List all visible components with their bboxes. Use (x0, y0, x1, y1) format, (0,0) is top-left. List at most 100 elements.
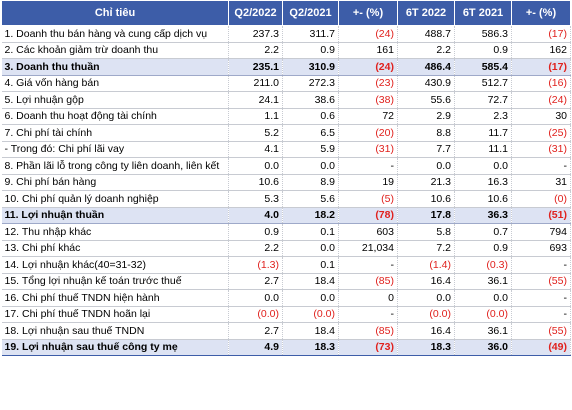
cell-6t-2022: 0.0 (397, 157, 455, 175)
cell-6t-change: (31) (511, 141, 571, 158)
cell-q2-2021: 310.9 (282, 58, 339, 76)
cell-q-change: (5) (338, 190, 398, 208)
cell-6t-2021: 36.1 (454, 322, 512, 340)
cell-q2-2022: 0.9 (228, 223, 283, 241)
table-row: 3. Doanh thu thuần 235.1 310.9 (24) 486.4 585… (1, 58, 571, 76)
cell-6t-2021: 10.6 (454, 190, 512, 208)
cell-6t-2022: 21.3 (397, 174, 455, 191)
cell-6t-2021: 11.1 (454, 141, 512, 158)
cell-6t-2022: 8.8 (397, 124, 455, 142)
cell-q2-2022: 5.3 (228, 190, 283, 208)
row-label: 4. Giá vốn hàng bán (1, 75, 229, 92)
cell-q2-2021: 0.1 (282, 256, 339, 274)
table-row: 13. Chi phí khác 2.2 0.0 21,034 7.2 0.9 693 (1, 240, 571, 257)
table-row: 17. Chi phí thuế TNDN hoãn lại (0.0) (0.0)… (1, 306, 571, 323)
cell-6t-change: (25) (511, 124, 571, 142)
row-label: 15. Tổng lợi nhuận kế toán trước thuế (1, 273, 229, 290)
cell-q2-2021: 18.4 (282, 273, 339, 290)
table-row: 2. Các khoản giảm trừ doanh thu 2.2 0.9 161… (1, 42, 571, 59)
cell-6t-2022: 16.4 (397, 273, 455, 290)
cell-6t-2021: 512.7 (454, 75, 512, 92)
cell-q-change: (38) (338, 91, 398, 109)
table-body: 1. Doanh thu bán hàng và cung cấp dịch v… (1, 25, 571, 356)
cell-q-change: (20) (338, 124, 398, 142)
table-row: 8. Phần lãi lỗ trong công ty liên doanh,… (1, 157, 571, 175)
cell-q2-2021: (0.0) (282, 306, 339, 323)
cell-q2-2021: 0.0 (282, 289, 339, 307)
table-row: 7. Chi phí tài chính 5.2 6.5 (20) 8.8 11.7 (25… (1, 124, 571, 142)
header-q-change: +- (%) (338, 0, 398, 26)
cell-6t-change: 31 (511, 174, 571, 191)
cell-6t-2022: 18.3 (397, 339, 455, 356)
row-label: 2. Các khoản giảm trừ doanh thu (1, 42, 229, 59)
cell-q2-2022: 2.2 (228, 240, 283, 257)
table-row: - Trong đó: Chi phí lãi vay 4.1 5.9 (31) 7.7… (1, 141, 571, 158)
row-label: 1. Doanh thu bán hàng và cung cấp dịch v… (1, 25, 229, 43)
header-6t-change: +- (%) (511, 0, 571, 26)
cell-6t-2021: 36.3 (454, 207, 512, 224)
cell-q-change: - (338, 306, 398, 323)
table-row: 16. Chi phí thuế TNDN hiện hành 0.0 0.0 0 0.… (1, 289, 571, 307)
cell-q-change: 19 (338, 174, 398, 191)
cell-6t-2022: 55.6 (397, 91, 455, 109)
cell-6t-change: (55) (511, 273, 571, 290)
cell-6t-2022: 17.8 (397, 207, 455, 224)
cell-q-change: (24) (338, 25, 398, 43)
cell-6t-2022: 0.0 (397, 289, 455, 307)
row-label: 17. Chi phí thuế TNDN hoãn lại (1, 306, 229, 323)
cell-6t-2022: (0.0) (397, 306, 455, 323)
cell-6t-2022: 430.9 (397, 75, 455, 92)
cell-q2-2022: (1.3) (228, 256, 283, 274)
table-row: 6. Doanh thu hoạt động tài chính 1.1 0.6 72… (1, 108, 571, 125)
cell-6t-2021: 0.9 (454, 42, 512, 59)
cell-q2-2022: 24.1 (228, 91, 283, 109)
cell-q2-2021: 5.9 (282, 141, 339, 158)
table-row: 9. Chi phí bán hàng 10.6 8.9 19 21.3 16.3 31 (1, 174, 571, 191)
row-label: 9. Chi phí bán hàng (1, 174, 229, 191)
cell-6t-2022: 486.4 (397, 58, 455, 76)
header-q2-2021: Q2/2021 (282, 0, 339, 26)
cell-q-change: (85) (338, 322, 398, 340)
header-6t-2022: 6T 2022 (397, 0, 455, 26)
cell-6t-change: 794 (511, 223, 571, 241)
cell-q-change: (85) (338, 273, 398, 290)
table-row: 1. Doanh thu bán hàng và cung cấp dịch v… (1, 25, 571, 43)
table-row: 18. Lợi nhuận sau thuế TNDN 2.7 18.4 (85) 16… (1, 322, 571, 340)
table-row: 10. Chi phí quản lý doanh nghiệp 5.3 5.6 (5… (1, 190, 571, 208)
cell-q-change: 72 (338, 108, 398, 125)
cell-6t-change: - (511, 157, 571, 175)
cell-q2-2021: 18.4 (282, 322, 339, 340)
cell-6t-2022: 10.6 (397, 190, 455, 208)
cell-q2-2021: 38.6 (282, 91, 339, 109)
cell-q2-2021: 272.3 (282, 75, 339, 92)
table-row: 4. Giá vốn hàng bán 211.0 272.3 (23) 430.9 51… (1, 75, 571, 92)
row-label: 14. Lợi nhuận khác(40=31-32) (1, 256, 229, 274)
cell-6t-2021: 0.9 (454, 240, 512, 257)
cell-q2-2022: 0.0 (228, 289, 283, 307)
cell-q-change: - (338, 157, 398, 175)
cell-q-change: (24) (338, 58, 398, 76)
table-row: 15. Tổng lợi nhuận kế toán trước thuế 2.7… (1, 273, 571, 290)
table-row: 12. Thu nhập khác 0.9 0.1 603 5.8 0.7 794 (1, 223, 571, 241)
row-label: - Trong đó: Chi phí lãi vay (1, 141, 229, 158)
cell-6t-2021: (0.0) (454, 306, 512, 323)
cell-q-change: - (338, 256, 398, 274)
cell-6t-change: 693 (511, 240, 571, 257)
header-q2-2022: Q2/2022 (228, 0, 283, 26)
row-label: 12. Thu nhập khác (1, 223, 229, 241)
cell-q2-2022: 4.0 (228, 207, 283, 224)
row-label: 19. Lợi nhuận sau thuế công ty mẹ (1, 339, 229, 356)
cell-6t-2022: 488.7 (397, 25, 455, 43)
cell-q2-2022: 2.7 (228, 273, 283, 290)
cell-q2-2022: 237.3 (228, 25, 283, 43)
cell-q2-2021: 0.9 (282, 42, 339, 59)
row-label: 11. Lợi nhuận thuần (1, 207, 229, 224)
row-label: 7. Chi phí tài chính (1, 124, 229, 142)
cell-6t-2022: 7.7 (397, 141, 455, 158)
cell-6t-change: - (511, 306, 571, 323)
cell-6t-change: (51) (511, 207, 571, 224)
cell-q2-2022: 4.1 (228, 141, 283, 158)
cell-6t-change: - (511, 289, 571, 307)
cell-q2-2022: 235.1 (228, 58, 283, 76)
cell-q-change: 603 (338, 223, 398, 241)
